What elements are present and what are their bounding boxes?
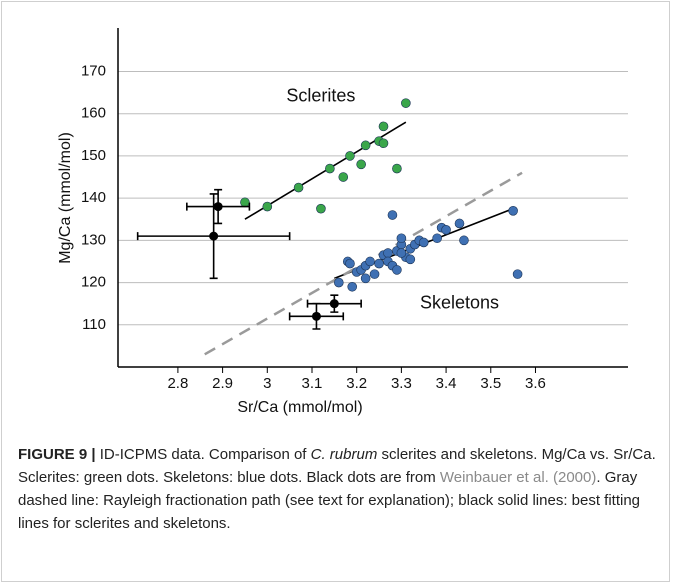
point [325,163,335,174]
point [441,224,451,235]
point [512,269,523,279]
point [345,151,355,161]
point [338,172,349,182]
point [396,248,407,258]
y-tick-label: 120 [81,274,106,291]
point [383,248,393,258]
y-tick-label: 170 [81,62,106,79]
point [360,140,371,151]
x-axis-title: Sr/Ca (mmol/mol) [237,399,362,416]
point [396,233,407,244]
point [405,254,416,265]
point [374,258,384,269]
x-tick-label: 2.8 [167,375,188,392]
caption-text: sclerites and skeletons. Mg/Ca vs. Sr/Ca… [18,446,656,486]
point [240,197,250,208]
caption-text: . Gray dashed line: Rayleigh fractionati… [18,469,641,532]
caption-text: ID-ICPMS data. Comparison of [99,446,311,463]
point [454,218,465,229]
caption-label: FIGURE 9 | [18,446,96,463]
annotation: Skeletons [420,292,499,312]
x-tick-label: 3.2 [346,375,367,392]
y-axis-title: Mg/Ca (mmol/mol) [57,132,74,264]
point [392,265,402,275]
point [369,269,380,279]
reference-point [213,202,223,212]
reference-point [311,311,321,321]
x-tick-label: 3.3 [391,375,412,392]
point [345,258,355,269]
point [378,121,389,132]
y-tick-label: 110 [82,316,106,333]
point [387,210,398,220]
point [392,163,402,174]
point [347,281,358,292]
x-tick-label: 3.5 [480,375,501,392]
y-tick-label: 130 [81,231,106,248]
point [401,98,411,108]
caption-citation[interactable]: Weinbauer et al. (2000) [439,469,597,486]
caption: FIGURE 9 | ID-ICPMS data. Comparison of … [18,443,658,535]
point [316,203,326,214]
x-tick-label: 3 [263,375,271,392]
point [293,182,304,193]
point [418,237,429,248]
point [334,277,344,288]
point [459,235,469,246]
annotation: Sclerites [286,86,355,106]
x-tick-label: 3.6 [525,375,546,392]
chart: Sr/Ca (mmol/mol) Mg/Ca (mmol/mol) 110 120… [57,28,628,416]
caption-species: C. rubrum [310,446,378,463]
reference-point [329,299,339,309]
x-tick-label: 2.9 [212,375,233,392]
x-tick-label: 3.1 [302,375,323,392]
y-tick-label: 140 [81,189,106,206]
point [356,159,366,170]
point [365,256,375,267]
point [378,138,389,149]
point [360,273,371,284]
x-tick-label: 3.4 [436,375,457,392]
y-tick-label: 150 [81,147,106,164]
reference-point [209,231,219,241]
point [508,205,518,216]
point [432,233,442,244]
point [262,201,273,212]
y-tick-label: 160 [81,105,106,122]
